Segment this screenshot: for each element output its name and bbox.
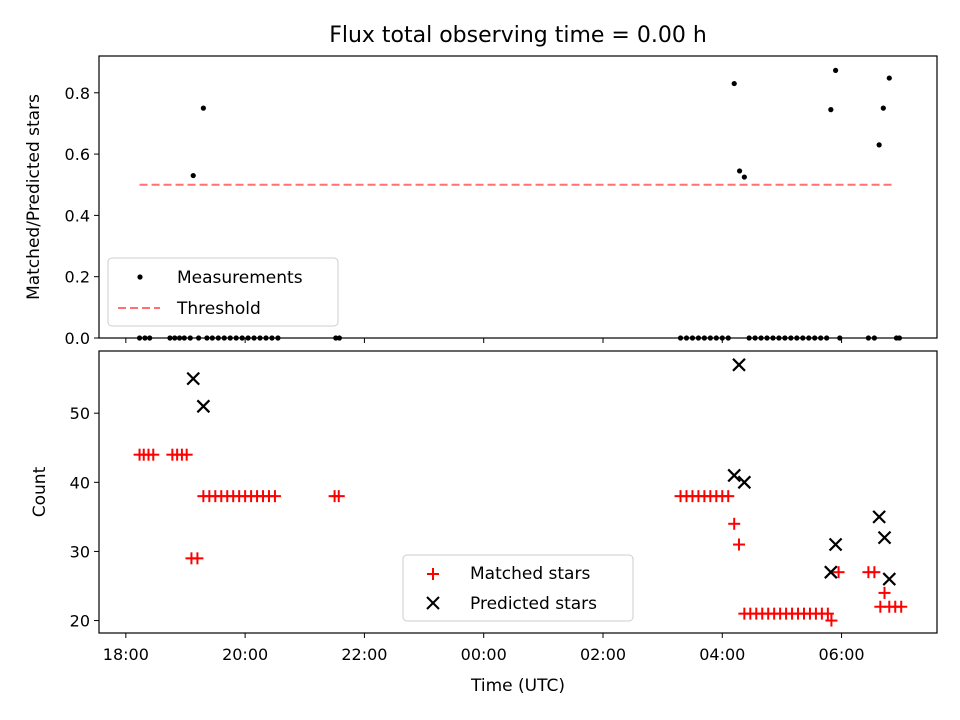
bottom-y-tick-label: 40 [70, 473, 90, 492]
predicted-star-point [727, 468, 741, 483]
matched-star-point [332, 490, 345, 503]
legend-label-matched: Matched stars [470, 564, 590, 584]
measurement-point [741, 174, 747, 180]
x-axis-label: Time (UTC) [470, 676, 565, 696]
matched-star-point [895, 600, 908, 613]
matched-star-point [180, 448, 193, 461]
matched-star-point [722, 490, 735, 503]
top-y-tick-label: 0.2 [65, 268, 90, 287]
predicted-star-point [824, 565, 838, 579]
predicted-star-points [186, 358, 897, 586]
matched-star-point [878, 586, 891, 599]
predicted-star-point [737, 475, 752, 490]
predicted-star-point [882, 572, 897, 586]
measurement-point [736, 168, 743, 174]
x-tick-label: 20:00 [222, 645, 268, 664]
x-tick-label: 18:00 [103, 645, 149, 664]
top-y-axis-label: Matched/Predicted stars [24, 94, 44, 300]
x-tick-label: 04:00 [699, 645, 745, 664]
top-panel: 0.00.20.40.60.8 Matched/Predicted stars … [24, 55, 938, 348]
measurement-point [886, 75, 892, 81]
bottom-y-axis-label: Count [30, 466, 50, 517]
matched-star-point [728, 517, 741, 530]
bottom-legend-box [402, 554, 634, 622]
legend-marker-measurements [137, 274, 143, 280]
bottom-x-ticks: 18:00 20:00 22:00 00:00 02:00 04:00 06:00 [103, 633, 865, 664]
top-x-ticks [125, 338, 843, 343]
top-y-tick-label: 0.8 [65, 84, 90, 103]
legend-marker-matched [427, 568, 439, 580]
bottom-legend: Matched stars Predicted stars [402, 554, 634, 622]
predicted-star-point [196, 399, 211, 414]
matched-star-point [147, 448, 160, 461]
matched-star-point [268, 490, 281, 503]
measurement-point [876, 142, 882, 148]
x-tick-label: 22:00 [341, 645, 387, 664]
top-legend: Measurements Threshold [107, 257, 339, 327]
measurement-point [880, 105, 886, 111]
measurement-point [828, 107, 834, 113]
bottom-y-tick-label: 30 [70, 542, 90, 561]
matched-star-point [821, 607, 834, 620]
measurement-point [200, 105, 206, 111]
top-y-ticks: 0.0 0.2 0.4 0.6 0.8 [65, 84, 99, 348]
top-plot-frame [98, 55, 938, 339]
predicted-star-point [732, 358, 746, 372]
legend-label-threshold: Threshold [176, 299, 261, 319]
bottom-plot-frame [98, 350, 938, 634]
predicted-star-point [186, 371, 201, 386]
legend-marker-predicted [426, 596, 440, 610]
predicted-star-point [872, 510, 886, 524]
x-tick-label: 02:00 [580, 645, 626, 664]
top-legend-box [107, 257, 339, 327]
predicted-star-point [877, 530, 892, 545]
x-tick-label: 00:00 [461, 645, 507, 664]
chart-title: Flux total observing time = 0.00 h [329, 23, 707, 48]
matched-star-points [133, 448, 908, 627]
matched-star-point [832, 566, 845, 579]
legend-label-measurements: Measurements [177, 268, 303, 288]
matched-star-point [825, 614, 838, 627]
bottom-y-tick-label: 50 [70, 404, 90, 423]
x-tick-label: 06:00 [819, 645, 865, 664]
matched-star-point [868, 566, 881, 579]
matched-star-point [732, 538, 745, 551]
measurement-point [833, 67, 839, 74]
top-y-tick-label: 0.4 [65, 206, 90, 225]
predicted-star-point [828, 537, 843, 552]
bottom-y-ticks: 20 30 40 50 [70, 404, 99, 631]
bottom-y-tick-label: 20 [70, 612, 90, 631]
matched-star-point [191, 552, 204, 565]
legend-label-predicted: Predicted stars [470, 594, 597, 614]
measurement-point [731, 80, 737, 87]
measurement-point [190, 172, 196, 179]
bottom-panel: 20 30 40 50 18:00 20:00 22:00 00:00 02:00 04:00 0… [30, 350, 938, 696]
top-y-tick-label: 0.0 [65, 329, 90, 348]
top-y-tick-label: 0.6 [65, 145, 90, 164]
